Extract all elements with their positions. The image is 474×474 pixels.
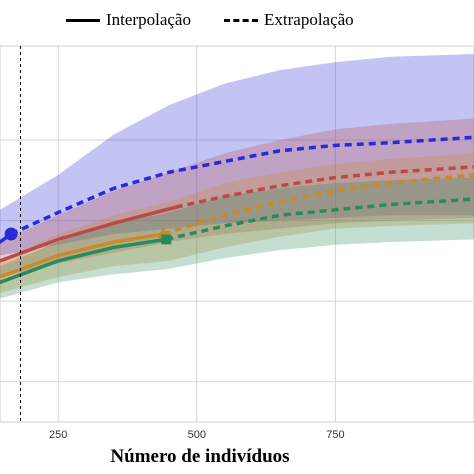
legend-item-extrapolation: Extrapolação — [224, 8, 354, 32]
extrapolation-line-2 — [175, 165, 474, 209]
series-lines — [0, 135, 474, 285]
observed-point-4 — [161, 234, 172, 245]
solid-line-icon — [66, 18, 100, 22]
x-tick-label: 500 — [188, 429, 206, 441]
x-tick-label: 250 — [49, 429, 67, 441]
confidence-band-2 — [0, 118, 474, 277]
confidence-band-1 — [0, 54, 474, 256]
legend: Interpolação Extrapolação — [0, 8, 474, 32]
extrapolation-line-4 — [165, 197, 474, 242]
dashed-line-icon — [224, 18, 258, 22]
legend-label-extrapolation: Extrapolação — [264, 10, 354, 29]
extrapolation-line-1 — [10, 135, 474, 236]
interpolation-line-2 — [0, 205, 178, 263]
interpolation-line-3 — [0, 232, 166, 279]
interpolation-line-4 — [0, 237, 169, 285]
extrapolation-line-3 — [163, 173, 474, 236]
legend-item-interpolation: Interpolação — [66, 8, 191, 32]
observed-markers — [4, 227, 172, 245]
x-tick-label: 750 — [326, 429, 344, 441]
observed-point-1 — [4, 227, 18, 241]
legend-label-interpolation: Interpolação — [106, 10, 191, 29]
x-axis-ticks: 250 500 750 — [49, 429, 345, 441]
x-axis-label: Número de indivíduos — [110, 446, 290, 467]
